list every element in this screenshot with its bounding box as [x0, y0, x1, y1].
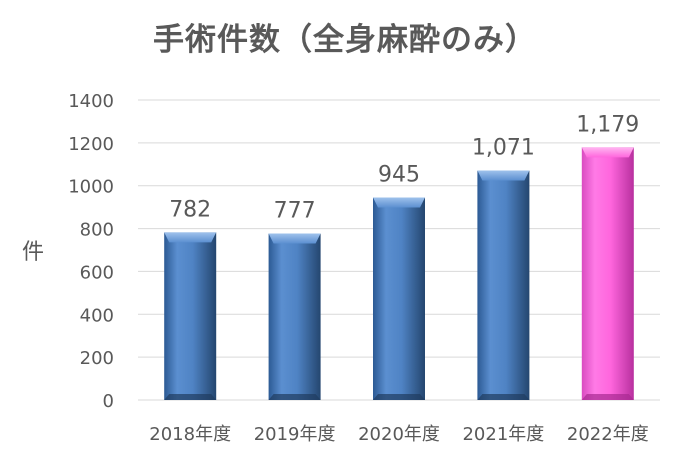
x-tick-label: 2021年度 — [462, 424, 544, 445]
bar-body — [477, 170, 530, 400]
data-label: 1,071 — [472, 136, 535, 161]
x-tick-label: 2022年度 — [567, 424, 649, 445]
bar-2021年度 — [477, 170, 530, 400]
bar-2020年度 — [373, 197, 425, 400]
y-tick-label: 400 — [80, 305, 114, 326]
data-label: 777 — [274, 199, 316, 224]
y-tick-label: 1200 — [68, 134, 114, 155]
bar-bevel — [373, 197, 425, 208]
bar-bevel — [164, 232, 217, 243]
bar-bevel — [581, 147, 634, 158]
bar-2022年度 — [581, 147, 634, 400]
bar-body — [268, 233, 321, 400]
data-label: 945 — [378, 163, 420, 188]
bar-bevel-bottom — [268, 394, 321, 400]
bar-bevel-bottom — [581, 394, 634, 400]
bar-bevel-bottom — [164, 394, 217, 400]
bar-body — [164, 232, 217, 400]
chart-title: 手術件数（全身麻酔のみ） — [153, 22, 537, 58]
bar-body — [581, 147, 634, 400]
x-tick-label: 2020年度 — [358, 424, 440, 445]
data-label: 782 — [169, 197, 211, 222]
y-tick-label: 200 — [80, 348, 114, 369]
bar-2019年度 — [268, 233, 321, 400]
bar-bevel-bottom — [373, 394, 425, 400]
bar-body — [373, 197, 425, 400]
x-tick-label: 2018年度 — [149, 424, 231, 445]
y-tick-label: 1400 — [68, 91, 114, 112]
y-axis-label: 件 — [22, 240, 45, 265]
bar-bevel-bottom — [477, 394, 530, 400]
bar-bevel — [477, 170, 530, 181]
data-label: 1,179 — [576, 112, 639, 137]
bar-bevel — [268, 233, 321, 244]
y-tick-label: 1000 — [68, 177, 114, 198]
bar-2018年度 — [164, 232, 217, 400]
x-tick-label: 2019年度 — [254, 424, 336, 445]
y-tick-label: 800 — [80, 220, 114, 241]
y-tick-label: 0 — [103, 391, 114, 412]
y-tick-label: 600 — [80, 262, 114, 283]
